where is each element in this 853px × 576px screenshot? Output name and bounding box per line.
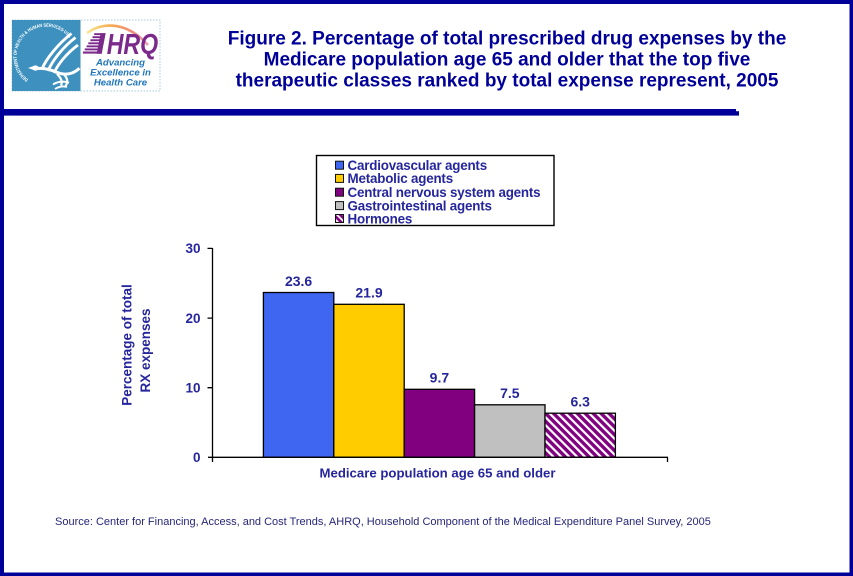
svg-text:Hormones: Hormones [348, 211, 413, 226]
svg-text:Medicare population age 65 and: Medicare population age 65 and older tha… [264, 49, 751, 70]
svg-text:Excellence in: Excellence in [90, 68, 151, 79]
svg-text:Source: Center for Financing,: Source: Center for Financing, Access, an… [55, 516, 711, 528]
svg-text:21.9: 21.9 [355, 285, 382, 301]
svg-text:Central nervous system agents: Central nervous system agents [348, 185, 541, 200]
svg-text:23.6: 23.6 [285, 273, 312, 289]
svg-text:Medicare population age 65 and: Medicare population age 65 and older [320, 466, 556, 481]
svg-text:therapeutic classes ranked by: therapeutic classes ranked by total expe… [236, 70, 779, 91]
svg-text:RX expenses: RX expenses [138, 308, 153, 392]
svg-text:Figure 2. Percentage of total: Figure 2. Percentage of total prescribed… [228, 28, 787, 49]
svg-text:Advancing: Advancing [95, 58, 145, 69]
svg-text:30: 30 [185, 241, 200, 256]
svg-text:9.7: 9.7 [430, 370, 450, 386]
svg-text:10: 10 [185, 380, 200, 395]
svg-text:6.3: 6.3 [570, 394, 590, 410]
svg-text:7.5: 7.5 [500, 385, 520, 401]
svg-text:Percentage of total: Percentage of total [120, 284, 135, 406]
svg-text:Metabolic agents: Metabolic agents [348, 171, 453, 186]
svg-text:Gastrointestinal agents: Gastrointestinal agents [348, 198, 492, 213]
svg-text:0: 0 [193, 450, 201, 465]
svg-text:Health Care: Health Care [94, 77, 148, 88]
svg-text:20: 20 [185, 311, 200, 326]
svg-text:HRQ: HRQ [107, 29, 159, 61]
svg-text:Cardiovascular agents: Cardiovascular agents [348, 158, 487, 173]
